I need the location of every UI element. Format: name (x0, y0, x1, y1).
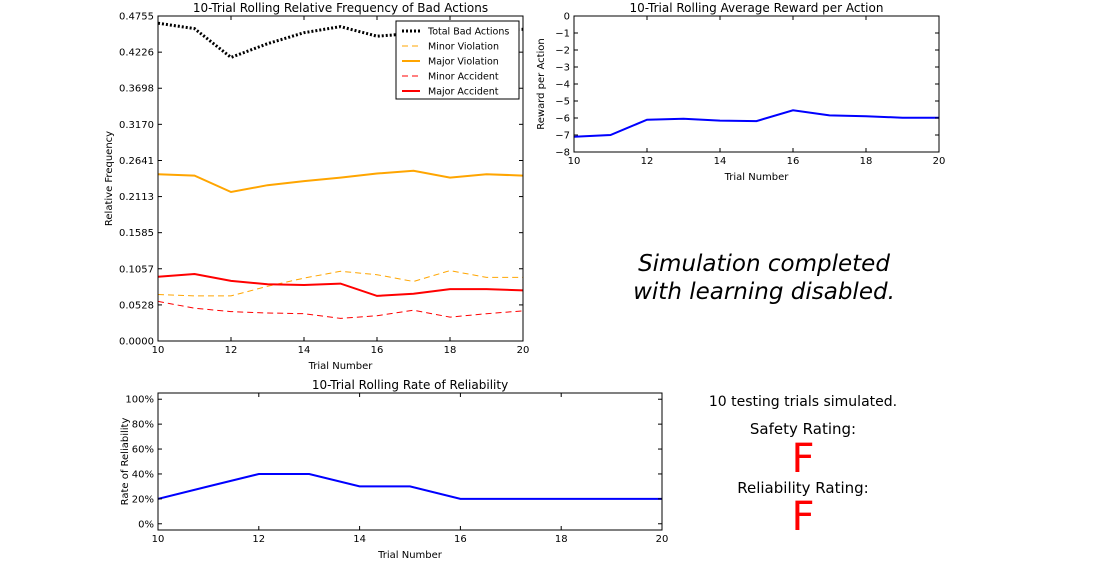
y-tick-label: −2 (555, 46, 570, 57)
y-tick-label: −6 (555, 114, 570, 125)
x-axis-label: Trial Number (724, 172, 790, 183)
chart-title: 10-Trial Rolling Relative Frequency of B… (193, 1, 488, 15)
series-line-1 (574, 109, 939, 138)
x-axis-label: Trial Number (308, 361, 374, 372)
series-line-2 (158, 270, 523, 297)
simulation-message-line2: with learning disabled. (633, 279, 895, 305)
x-tick-label: 10 (568, 156, 581, 167)
y-tick-label: −4 (555, 80, 570, 91)
x-tick-label: 20 (517, 345, 530, 356)
x-tick-label: 12 (252, 534, 265, 545)
x-tick-label: 16 (454, 534, 467, 545)
plot-frame (157, 392, 663, 531)
series-line-1 (158, 473, 662, 500)
chart-3: 10-Trial Rolling Rate of Reliability 10 12… (120, 378, 668, 561)
legend-label: Total Bad Actions (427, 27, 509, 38)
x-tick-label: 12 (225, 345, 238, 356)
y-tick-label: 40% (132, 469, 154, 480)
y-tick-label: 0.3170 (119, 120, 154, 131)
chart-title: 10-Trial Rolling Rate of Reliability (312, 378, 508, 392)
x-tick-label: 14 (353, 534, 366, 545)
y-tick-label: −7 (555, 131, 570, 142)
y-tick-label: 80% (132, 420, 154, 431)
legend-label: Minor Accident (428, 72, 499, 83)
y-tick-label: 0.2113 (119, 192, 154, 203)
simulation-message: Simulation completed with learning disab… (604, 250, 924, 306)
y-tick-label: 0.4226 (119, 48, 154, 59)
legend-label: Major Violation (428, 57, 499, 68)
y-tick-label: −1 (555, 29, 570, 40)
y-tick-label: −3 (555, 63, 570, 74)
x-tick-label: 16 (787, 156, 800, 167)
y-tick-label: 0.2641 (119, 156, 154, 167)
y-tick-label: −5 (555, 97, 570, 108)
series-line-3 (158, 169, 523, 194)
chart-2: 10-Trial Rolling Average Reward per Acti… (536, 1, 945, 183)
legend-label: Minor Violation (428, 42, 499, 53)
y-tick-label: 0.0528 (119, 300, 154, 311)
simulation-message-line1: Simulation completed (638, 251, 890, 277)
x-tick-label: 14 (298, 345, 311, 356)
trials-simulated-text: 10 testing trials simulated. (708, 394, 898, 410)
y-tick-label: 60% (132, 445, 154, 456)
x-tick-label: 18 (555, 534, 568, 545)
plot-frame (573, 15, 940, 153)
x-tick-label: 14 (714, 156, 727, 167)
x-tick-label: 10 (152, 345, 165, 356)
y-tick-label: 0.1585 (119, 228, 154, 239)
reliability-rating-grade: F (791, 494, 815, 540)
x-tick-label: 10 (152, 534, 165, 545)
safety-rating-grade: F (791, 436, 815, 482)
x-tick-label: 18 (860, 156, 873, 167)
y-tick-label: 0.1057 (119, 264, 154, 275)
y-axis-label: Rate of Reliability (120, 418, 131, 506)
y-tick-label: 0 (564, 12, 570, 23)
x-tick-label: 16 (371, 345, 384, 356)
x-axis-label: Trial Number (377, 550, 443, 561)
y-axis-label: Relative Frequency (104, 131, 115, 226)
y-tick-label: 0.0000 (119, 337, 154, 348)
y-tick-label: 0.3698 (119, 84, 154, 95)
series-line-5 (158, 272, 523, 297)
x-tick-label: 20 (656, 534, 669, 545)
reliability-rating-label: Reliability Rating: (737, 479, 869, 497)
y-tick-label: 20% (132, 494, 154, 505)
y-tick-label: 0.4755 (119, 12, 154, 23)
chart-title: 10-Trial Rolling Average Reward per Acti… (630, 1, 884, 15)
x-tick-label: 12 (641, 156, 654, 167)
x-tick-label: 18 (444, 345, 457, 356)
chart-1: 10-Trial Rolling Relative Frequency of B… (104, 1, 529, 372)
y-tick-label: 100% (125, 395, 154, 406)
y-tick-label: 0% (138, 519, 154, 530)
safety-rating-label: Safety Rating: (749, 420, 857, 438)
y-tick-label: −8 (555, 148, 570, 159)
chart-legend: Total Bad Actions Minor Violation Major Vi… (395, 20, 520, 100)
x-tick-label: 20 (933, 156, 946, 167)
legend-label: Major Accident (428, 87, 499, 98)
series-line-4 (158, 300, 523, 319)
plot-frame (157, 15, 524, 342)
y-axis-label: Reward per Action (536, 38, 547, 130)
